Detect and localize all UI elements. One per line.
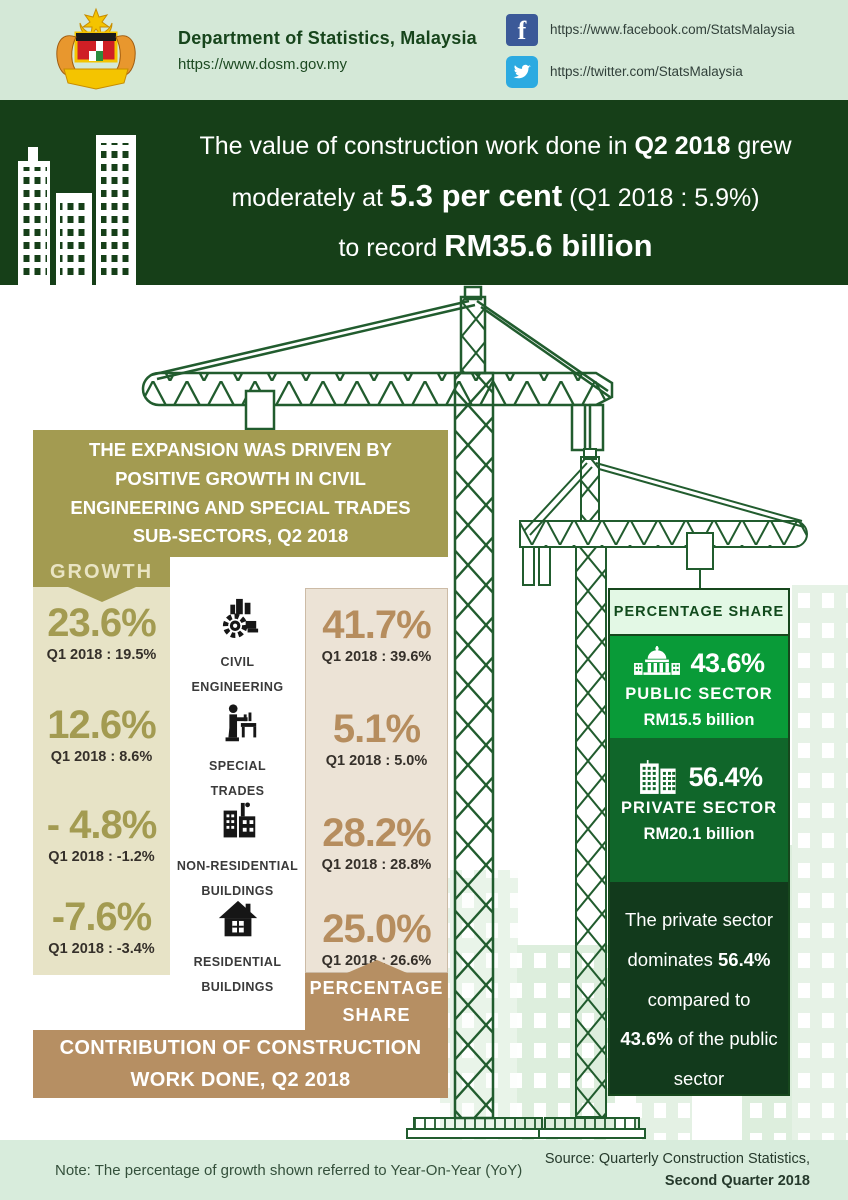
share-prev-value: Q1 2018 : 28.8% [321, 857, 432, 873]
source-line2: Second Quarter 2018 [664, 1173, 810, 1189]
sector-residential: RESIDENTIAL BUILDINGS [170, 897, 305, 1000]
public-sector-section: 43.6% PUBLIC SECTOR RM15.5 billion [610, 636, 788, 738]
private-sector-share: 56.4% [688, 761, 763, 792]
share-value: 5.1% [332, 707, 421, 751]
footnote: Note: The percentage of growth shown ref… [55, 1161, 523, 1179]
sector-icons-column: CIVIL ENGINEERING SPECIAL TRA [170, 557, 305, 1030]
growth-label: GROWTH [49, 560, 154, 583]
civil-engineering-icon [222, 598, 258, 638]
twitter-link[interactable]: https://twitter.com/StatsMalaysia [550, 64, 743, 79]
private-sector-value: RM20.1 billion [643, 825, 755, 843]
summary-private-share: 56.4% [718, 948, 771, 970]
headline-growth-rate: 5.3 per cent [389, 177, 563, 213]
sector-share-panel: PERCENTAGE SHARE [608, 588, 790, 1096]
source-line1: Source: Quarterly Construction Statistic… [544, 1150, 810, 1167]
org-name: Department of Statistics, Malaysia [178, 27, 477, 48]
share-value: 25.0% [322, 907, 431, 951]
public-sector-value: RM15.5 billion [643, 711, 755, 729]
headline-line1-post: grew [730, 132, 792, 160]
source-citation: Source: Quarterly Construction Statistic… [545, 1148, 810, 1193]
headline-total-value: RM35.6 billion [444, 227, 653, 263]
share-special-trades: 5.1% Q1 2018 : 5.0% [306, 707, 447, 769]
summary-public-share: 43.6% [620, 1028, 673, 1050]
facebook-link[interactable]: https://www.facebook.com/StatsMalaysia [550, 22, 795, 37]
residential-buildings-icon [218, 900, 257, 937]
contribution-banner: CONTRIBUTION OF CONSTRUCTION WORK DONE, … [33, 1030, 448, 1098]
city-buildings-icon [18, 135, 136, 285]
growth-value: 23.6% [47, 601, 156, 645]
headline-line2-post: (Q1 2018 : 5.9%) [562, 183, 760, 212]
public-sector-share: 43.6% [690, 647, 765, 678]
main-canvas: THE EXPANSION WAS DRIVEN BY POSITIVE GRO… [0, 285, 848, 1140]
facebook-icon[interactable]: f [506, 13, 538, 46]
sector-share-panel-title: PERCENTAGE SHARE [610, 590, 788, 636]
headline-banner: The value of construction work done in Q… [0, 100, 848, 285]
share-value: 41.7% [322, 603, 431, 647]
twitter-icon[interactable] [506, 55, 538, 88]
growth-value: - 4.8% [46, 803, 158, 847]
private-sector-buildings-icon [640, 760, 677, 794]
growth-prev-value: Q1 2018 : -3.4% [48, 941, 155, 957]
sector-non-residential: NON-RESIDENTIAL BUILDINGS [170, 801, 305, 904]
private-sector-section: 56.4% PRIVATE SECTOR RM20.1 billion [610, 738, 788, 882]
growth-civil-engineering: 23.6% Q1 2018 : 19.5% [33, 601, 170, 663]
percentage-share-ribbon: PERCENTAGE SHARE [305, 960, 448, 1030]
growth-prev-value: Q1 2018 : 19.5% [46, 647, 157, 663]
share-value: 28.2% [322, 811, 431, 855]
org-website-link[interactable]: https://www.dosm.gov.my [178, 55, 347, 73]
growth-ribbon-notch [67, 587, 136, 602]
share-prev-value: Q1 2018 : 5.0% [325, 753, 428, 769]
growth-prev-value: Q1 2018 : -1.2% [48, 849, 155, 865]
growth-special-trades: 12.6% Q1 2018 : 8.6% [33, 703, 170, 765]
tower-cranes-illustration [141, 285, 809, 1139]
growth-value: -7.6% [51, 895, 153, 939]
headline-quarter: Q2 2018 [634, 132, 731, 160]
growth-residential: -7.6% Q1 2018 : -3.4% [33, 895, 170, 957]
headline-line1-pre: The value of construction work done in [199, 132, 635, 160]
sector-name: CIVIL ENGINEERING [191, 655, 284, 694]
social-links: f https://www.facebook.com/StatsMalaysia… [506, 13, 795, 88]
growth-prev-value: Q1 2018 : 8.6% [50, 749, 153, 765]
sector-name: SPECIAL TRADES [209, 759, 266, 798]
growth-value: 12.6% [47, 703, 156, 747]
sector-summary-text: The private sector dominates 56.4% compa… [610, 882, 788, 1094]
sector-civil-engineering: CIVIL ENGINEERING [170, 597, 305, 700]
contribution-line1: CONTRIBUTION OF CONSTRUCTION [59, 1037, 422, 1059]
headline-line3-pre: to record [338, 233, 445, 262]
malaysia-coat-of-arms-logo [56, 7, 136, 90]
public-sector-label: PUBLIC SECTOR [625, 685, 773, 703]
share-civil-engineering: 41.7% Q1 2018 : 39.6% [306, 603, 447, 665]
headline-text: The value of construction work done in Q… [155, 130, 836, 266]
header: Department of Statistics, Malaysia https… [0, 0, 848, 100]
growth-ribbon: GROWTH [33, 557, 170, 587]
sector-name: NON-RESIDENTIAL BUILDINGS [176, 859, 299, 898]
special-trades-icon [225, 704, 256, 742]
growth-non-residential: - 4.8% Q1 2018 : -1.2% [33, 803, 170, 865]
contribution-line2: WORK DONE, Q2 2018 [130, 1069, 351, 1091]
share-non-residential: 28.2% Q1 2018 : 28.8% [306, 811, 447, 873]
private-sector-label: PRIVATE SECTOR [620, 799, 778, 817]
expansion-title: THE EXPANSION WAS DRIVEN BY POSITIVE GRO… [70, 439, 411, 547]
sector-special-trades: SPECIAL TRADES [170, 701, 305, 804]
sector-name: RESIDENTIAL BUILDINGS [193, 955, 282, 994]
growth-column: GROWTH 23.6% Q1 2018 : 19.5% 12.6% Q1 20… [33, 557, 170, 975]
expansion-title-panel: THE EXPANSION WAS DRIVEN BY POSITIVE GRO… [33, 430, 448, 557]
public-sector-building-icon [634, 646, 681, 675]
share-prev-value: Q1 2018 : 39.6% [321, 649, 432, 665]
headline-line2-pre: moderately at [231, 183, 390, 212]
share-label-line1: PERCENTAGE [309, 978, 444, 999]
footer: Note: The percentage of growth shown ref… [0, 1140, 848, 1200]
non-residential-buildings-icon [223, 802, 255, 838]
share-column: 41.7% Q1 2018 : 39.6% 5.1% Q1 2018 : 5.0… [305, 588, 448, 973]
share-label-line2: SHARE [342, 1004, 411, 1025]
percentage-share-ribbon-notch [346, 960, 407, 973]
